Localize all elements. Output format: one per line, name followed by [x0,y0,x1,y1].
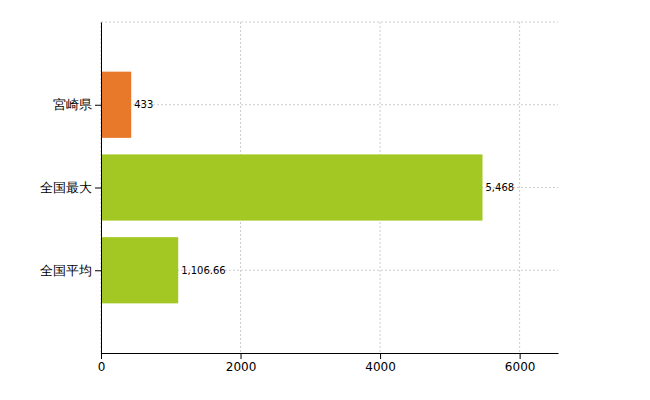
grid-line [519,22,520,353]
x-tick-label: 6000 [505,360,536,374]
y-tick-mark [95,188,101,189]
x-tick-label: 0 [98,360,106,374]
bar [101,72,131,138]
plot: 433 5,468 1,106.66 0 2000 4000 6000 宮崎県全国最大全国平均 [40,22,559,374]
x-tick: 0 [98,353,106,374]
x-tick-mark [241,353,242,359]
data-labels: 433 5,468 1,106.66 [134,99,514,276]
data-label: 1,106.66 [181,265,226,276]
y-tick-mark [95,270,101,271]
grid [101,22,558,353]
y-tick: 宮崎県 [53,97,101,112]
x-tick-mark [380,353,381,359]
bars [101,72,483,304]
y-tick-label: 全国最大 [40,180,92,195]
data-label: 5,468 [486,182,515,193]
x-tick: 6000 [505,353,536,374]
x-tick-mark [520,353,521,359]
x-tick: 2000 [226,353,257,374]
y-tick-label: 全国平均 [40,263,92,278]
bar [101,154,483,220]
chart: 433 5,468 1,106.66 0 2000 4000 6000 宮崎県全国最大全国平均 [0,0,650,400]
bar [101,237,178,303]
grid-line [101,104,558,105]
x-tick: 4000 [365,353,396,374]
x-tick-label: 4000 [365,360,396,374]
frame-top [101,22,558,23]
x-tick-mark [101,353,102,359]
y-axis: 宮崎県全国最大全国平均 [40,23,102,354]
y-axis-line [101,23,102,354]
y-tick-label: 宮崎県 [53,97,92,112]
x-axis: 0 2000 4000 6000 [98,353,559,374]
data-label: 433 [134,99,153,110]
y-tick-mark [95,105,101,106]
y-tick: 全国平均 [40,263,101,278]
x-axis-line [102,353,559,354]
y-tick: 全国最大 [40,180,101,195]
x-tick-label: 2000 [226,360,257,374]
